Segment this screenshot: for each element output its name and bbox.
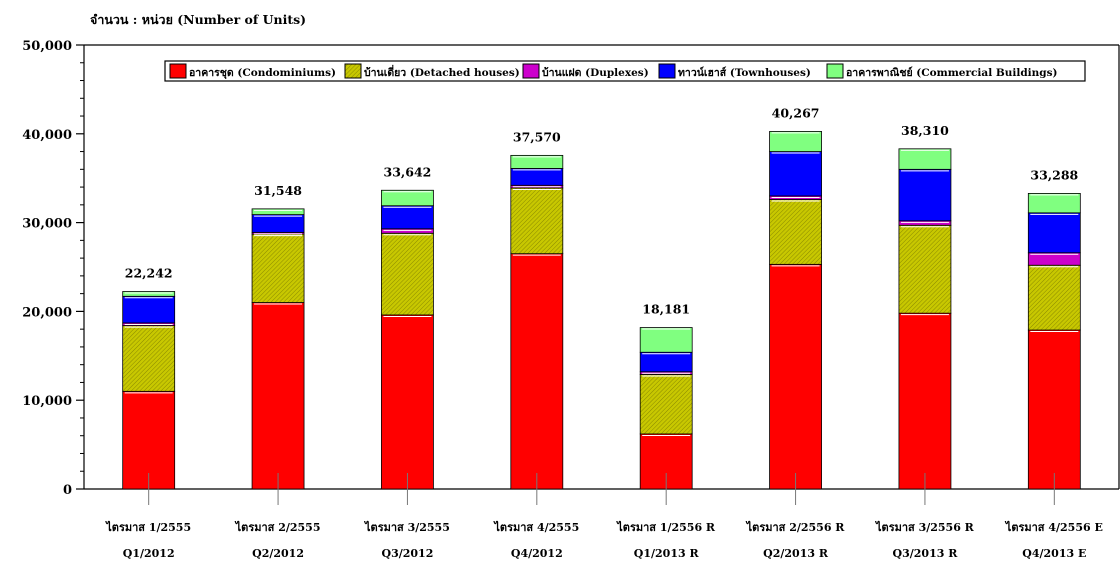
- bar-segment: [251, 302, 305, 490]
- bar-segment: [769, 199, 822, 265]
- bar-segment: [1027, 212, 1081, 254]
- x-category-sublabel: Q3/2013 R: [893, 547, 959, 560]
- total-label: 33,288: [1030, 167, 1078, 182]
- bar-segment: [381, 189, 434, 207]
- bar-segment: [251, 233, 305, 303]
- legend: อาคารชุด (Condominiums) บ้านเดี่ยว (Detac…: [164, 60, 1086, 82]
- x-category-label: ไตรมาส 3/2555: [363, 520, 450, 534]
- x-category-sublabel: Q1/2012: [123, 547, 175, 560]
- x-category-label: ไตรมาส 4/2556 E: [1004, 520, 1103, 534]
- bar-segment: [769, 263, 822, 490]
- total-label: 18,181: [642, 302, 690, 317]
- legend-swatch: [344, 63, 362, 79]
- bar-segment: [381, 314, 434, 490]
- bar-segment: [1027, 193, 1081, 214]
- total-labels: 22,242 31,548 33,642 37,570 18,181 40,267 38,3…: [125, 105, 1079, 316]
- x-category-label: ไตรมาส 2/2556 R: [745, 520, 846, 534]
- x-category-sublabel: Q2/2012: [252, 547, 304, 560]
- bar-segment: [510, 187, 564, 255]
- legend-entry: บ้านเดี่ยว (Detached houses): [364, 64, 520, 79]
- legend-box: [164, 60, 1086, 82]
- legend-entry: บ้านแฝด (Duplexes): [542, 66, 649, 79]
- x-category-label: ไตรมาส 2/2555: [234, 520, 321, 534]
- bar-segment: [251, 214, 305, 233]
- bar-segment: [122, 325, 176, 392]
- total-label: 22,242: [125, 265, 173, 280]
- x-category-labels: ไตรมาส 1/2555 Q1/2012 ไตรมาส 2/2555 Q2/2012…: [104, 520, 1103, 560]
- legend-swatch: [522, 63, 540, 79]
- bar-segment: [1027, 264, 1081, 331]
- legend-swatch: [658, 63, 676, 79]
- bar-segment: [898, 224, 952, 314]
- bar-segment: [381, 232, 434, 316]
- bar-segment: [510, 168, 564, 186]
- axes: 0 10,000 20,000 30,000 40,000 50,000: [22, 39, 1120, 498]
- bar-segment: [639, 327, 693, 353]
- legend-swatch: [826, 63, 844, 79]
- bar-segment: [898, 148, 952, 170]
- legend-swatch: [169, 63, 187, 79]
- x-category-label: ไตรมาส 3/2556 R: [874, 520, 975, 534]
- y-tick-label: 40,000: [22, 128, 72, 143]
- bar-segment: [251, 208, 305, 216]
- x-category-label: ไตรมาส 1/2555: [104, 520, 191, 534]
- bar-segment: [898, 168, 952, 222]
- x-category-sublabel: Q4/2012: [511, 547, 563, 560]
- total-label: 33,642: [384, 164, 432, 179]
- bar-segment: [769, 151, 822, 197]
- x-category-label: ไตรมาส 4/2555: [492, 520, 579, 534]
- total-label: 40,267: [772, 105, 820, 120]
- legend-entry: ทาวน์เฮาส์ (Townhouses): [678, 66, 811, 79]
- x-category-sublabel: Q1/2013 R: [634, 547, 700, 560]
- bar-segment: [639, 374, 693, 435]
- bar-segment: [510, 253, 564, 490]
- bar-segment: [381, 228, 434, 234]
- y-tick-label: 20,000: [22, 305, 72, 320]
- bar-segment: [769, 131, 822, 152]
- y-tick-label: 50,000: [22, 39, 72, 54]
- y-axis-title: จำนวน : หน่วย (Number of Units): [90, 12, 306, 27]
- legend-entry: อาคารพาณิชย์ (Commercial Buildings): [846, 66, 1058, 79]
- bar-segment: [122, 291, 176, 297]
- y-tick-label: 30,000: [22, 217, 72, 232]
- bar-segment: [510, 154, 564, 169]
- bar-segment: [381, 205, 434, 230]
- legend-entry: อาคารชุด (Condominiums): [189, 67, 336, 80]
- bar-segment: [122, 295, 176, 324]
- bar-segment: [898, 220, 952, 226]
- total-label: 37,570: [513, 129, 561, 144]
- bar-segment: [122, 390, 176, 490]
- bars: [122, 131, 1081, 505]
- x-category-sublabel: Q3/2012: [382, 547, 434, 560]
- bar-segment: [898, 312, 952, 490]
- x-category-sublabel: Q4/2013 E: [1022, 547, 1086, 560]
- y-tick-label: 0: [63, 483, 72, 498]
- y-tick-label: 10,000: [22, 394, 72, 409]
- x-category-sublabel: Q2/2013 R: [763, 547, 829, 560]
- x-category-label: ไตรมาส 1/2556 R: [615, 520, 716, 534]
- total-label: 31,548: [254, 183, 302, 198]
- total-label: 38,310: [901, 123, 949, 138]
- bar-segment: [639, 351, 693, 373]
- bar-segment: [1027, 329, 1081, 490]
